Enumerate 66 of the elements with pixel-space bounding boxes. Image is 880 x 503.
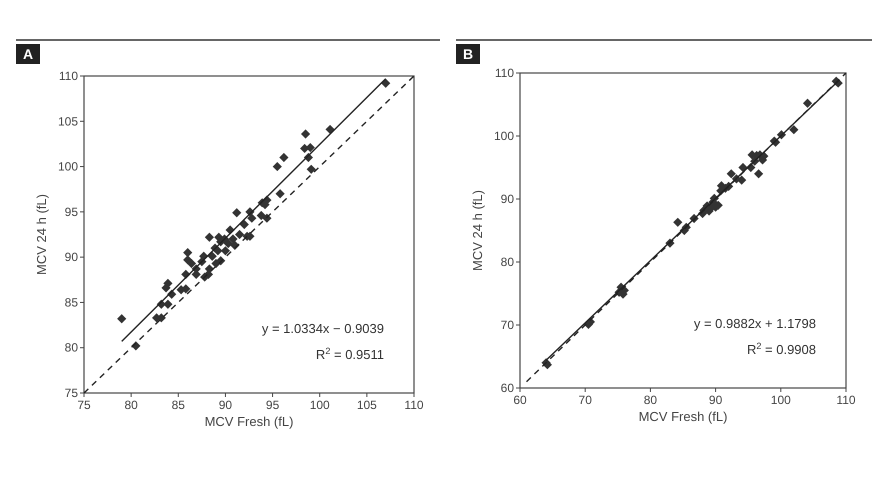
point (300, 129, 310, 139)
x-tick-label: 100 (310, 398, 330, 412)
point (204, 232, 214, 242)
x-tick-label: 105 (356, 398, 378, 412)
y-tick-label: 60 (500, 381, 514, 395)
chart-title: A (22, 46, 34, 62)
x-axis-title: MCV Fresh (fL) (638, 409, 728, 424)
y-tick-label: 110 (494, 66, 514, 80)
annotation: R$^{2}$ = 0.9511 (316, 346, 384, 362)
y-tick-label: 80 (500, 255, 514, 269)
point (276, 189, 285, 198)
x-tick-label: 60 (513, 393, 527, 407)
y-tick-label: 110 (58, 69, 78, 83)
x-tick-label: 110 (836, 393, 856, 407)
y-tick-label: 80 (64, 340, 78, 355)
point (183, 248, 192, 258)
annotation: y = 1.0334x − 0.9039 (262, 321, 384, 336)
chart-title: B (462, 46, 474, 62)
point (220, 246, 230, 256)
x-tick-label: 90 (218, 398, 232, 412)
point (234, 230, 244, 240)
point (306, 142, 315, 152)
point (272, 162, 282, 172)
point (163, 300, 173, 309)
y-tick-label: 95 (64, 204, 78, 219)
point (802, 98, 812, 108)
x-tick-label: 110 (404, 398, 424, 412)
annotation: R$^{2}$ = 0.9908 (746, 341, 816, 357)
x-tick-label: 80 (124, 398, 138, 412)
point (247, 214, 256, 223)
y-tick-label: 100 (58, 160, 78, 174)
point (228, 234, 238, 244)
y-tick-label: 105 (58, 114, 78, 128)
point (726, 169, 736, 178)
point (279, 152, 288, 162)
point (240, 220, 249, 230)
x-tick-label: 80 (644, 393, 658, 407)
point (381, 78, 390, 88)
point (232, 208, 242, 218)
point (163, 278, 173, 288)
y-tick-label: 70 (500, 318, 514, 332)
point (204, 264, 214, 274)
y-axis-title: MCV 24 h (fL) (34, 194, 49, 275)
x-tick-label: 85 (172, 398, 186, 412)
point (117, 314, 126, 324)
x-tick-label: 75 (77, 398, 91, 412)
x-tick-label: 90 (708, 393, 723, 407)
y-tick-label: 90 (500, 192, 514, 206)
point (306, 164, 316, 174)
x-tick-label: 100 (770, 393, 792, 407)
point (738, 162, 748, 172)
y-tick-label: 85 (64, 295, 78, 310)
x-tick-label: 70 (578, 393, 592, 407)
point (754, 169, 764, 178)
x-tick-label: 95 (266, 398, 280, 412)
y-tick-label: 90 (64, 250, 78, 264)
point (325, 124, 335, 134)
point (256, 210, 266, 220)
point (673, 218, 682, 227)
annotation: y = 0.9882x + 1.1798 (694, 316, 816, 331)
point (224, 238, 233, 248)
x-axis-title: MCV Fresh (fL) (204, 414, 294, 429)
y-tick-label: 100 (494, 129, 514, 143)
point (789, 125, 798, 134)
y-axis-title: MCV 24 h (fL) (470, 190, 485, 271)
point (186, 258, 196, 268)
